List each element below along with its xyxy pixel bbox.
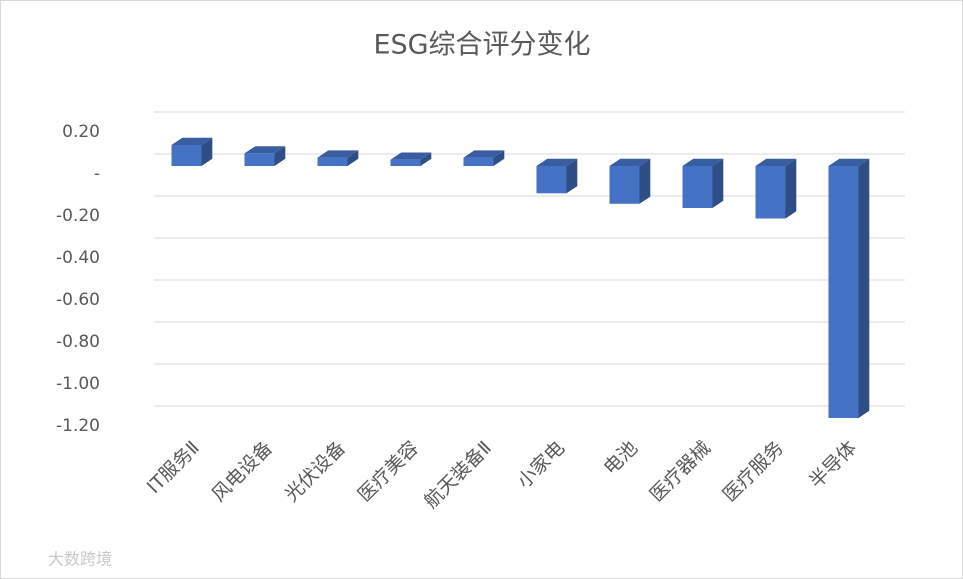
bar-top bbox=[244, 146, 286, 154]
bar-top bbox=[828, 158, 870, 166]
chart-title: ESG综合评分变化 bbox=[373, 30, 590, 61]
bar-side bbox=[493, 150, 505, 166]
bar bbox=[244, 153, 275, 166]
bar-top bbox=[171, 137, 213, 145]
y-tick-label: 0.20 bbox=[62, 122, 100, 142]
y-tick-label: -1.20 bbox=[56, 416, 100, 436]
bar bbox=[317, 157, 348, 166]
y-tick-label: -0.40 bbox=[56, 248, 100, 268]
bar-side bbox=[639, 158, 651, 204]
bar bbox=[828, 166, 859, 418]
bar-top bbox=[609, 158, 651, 166]
bar-side bbox=[858, 158, 870, 419]
y-tick-label: -0.60 bbox=[56, 290, 100, 310]
bar bbox=[536, 166, 567, 194]
bar-top bbox=[317, 150, 359, 158]
bar bbox=[171, 145, 202, 166]
y-tick-label: -1.00 bbox=[56, 374, 100, 394]
watermark: 大数跨境 bbox=[48, 550, 112, 569]
bar-side bbox=[274, 146, 286, 166]
bar-top bbox=[390, 152, 432, 160]
bar bbox=[755, 166, 786, 219]
y-tick-label: - bbox=[94, 164, 100, 184]
bar bbox=[463, 157, 494, 166]
bar-side bbox=[566, 158, 578, 194]
bar bbox=[390, 159, 421, 166]
bar bbox=[682, 166, 713, 208]
y-tick-label: -0.80 bbox=[56, 332, 100, 352]
bar-top bbox=[536, 158, 578, 166]
bar-top bbox=[463, 150, 505, 158]
y-tick-label: -0.20 bbox=[56, 206, 100, 226]
bar bbox=[609, 166, 640, 204]
bar-side bbox=[201, 137, 213, 166]
bar-side bbox=[785, 158, 797, 219]
bar-side bbox=[712, 158, 724, 208]
bar-top bbox=[755, 158, 797, 166]
bar-side bbox=[347, 150, 359, 166]
bar-side bbox=[420, 152, 432, 166]
bar-top bbox=[682, 158, 724, 166]
